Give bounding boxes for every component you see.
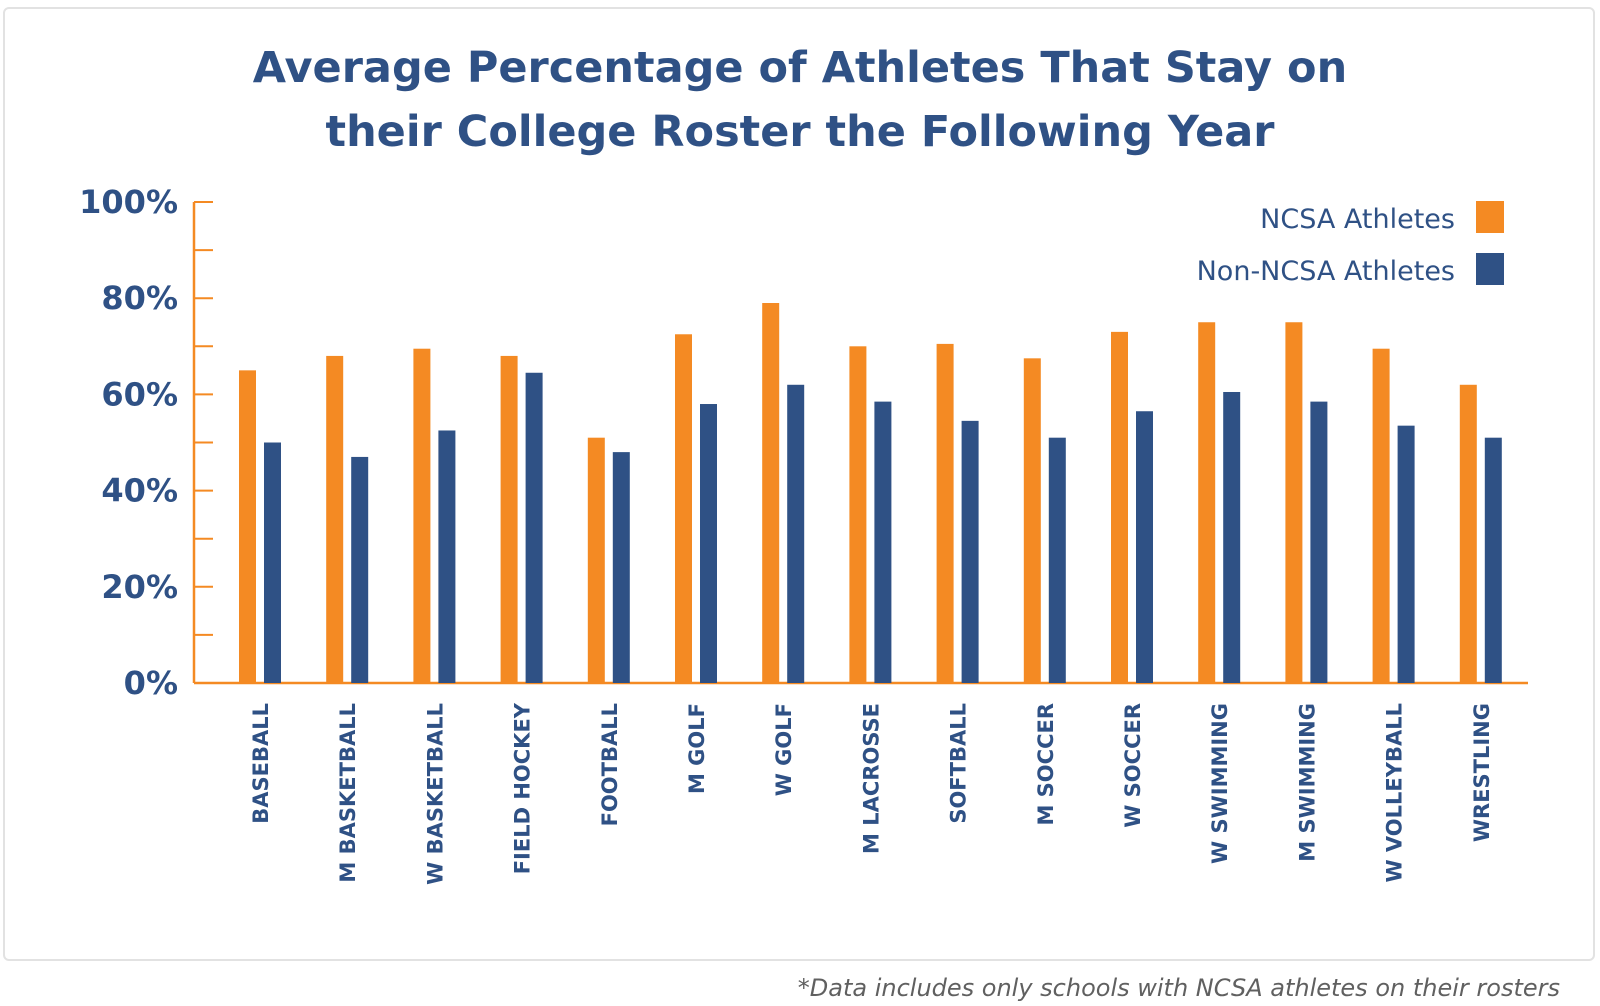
bar-ncsa bbox=[675, 334, 692, 683]
x-tick-label: W SOCCER bbox=[1121, 703, 1145, 828]
bar-non-ncsa bbox=[961, 420, 979, 683]
y-tick-label: 100% bbox=[79, 183, 178, 221]
bar-non-ncsa bbox=[612, 452, 630, 683]
bar-chart: 0% 20% 40% 60% 80% 100% BASEBALL M BASKETBALL W … bbox=[79, 183, 1528, 885]
bar-non-ncsa bbox=[351, 456, 369, 683]
x-tick-label: W BASKETBALL bbox=[423, 703, 447, 885]
x-tick-label: M SWIMMING bbox=[1295, 703, 1319, 862]
bar-non-ncsa bbox=[700, 404, 717, 683]
bar-ncsa bbox=[1285, 322, 1303, 683]
bar-ncsa bbox=[1023, 358, 1041, 683]
x-tick-label: BASEBALL bbox=[249, 703, 273, 824]
bar-non-ncsa bbox=[1223, 391, 1241, 683]
y-tick-label: 20% bbox=[101, 568, 178, 606]
x-tick-label: W VOLLEYBALL bbox=[1383, 703, 1407, 883]
bar-ncsa bbox=[500, 355, 518, 683]
bar-non-ncsa bbox=[1048, 437, 1066, 683]
bar-non-ncsa bbox=[1397, 425, 1415, 683]
y-tick-label: 60% bbox=[101, 375, 178, 413]
legend-swatch-ncsa bbox=[1476, 201, 1504, 233]
x-tick-label: M BASKETBALL bbox=[336, 703, 360, 883]
bar-ncsa bbox=[849, 346, 867, 683]
bar-ncsa bbox=[326, 355, 344, 683]
chart-title-line-2: their College Roster the Following Year bbox=[325, 107, 1275, 157]
chart-title: Average Percentage of Athletes That Stay… bbox=[0, 36, 1600, 164]
bar-non-ncsa bbox=[438, 430, 456, 683]
bar-ncsa bbox=[587, 437, 605, 683]
x-tick-label: SOFTBALL bbox=[947, 703, 971, 824]
bar-non-ncsa bbox=[264, 442, 281, 683]
legend-label-non-ncsa: Non-NCSA Athletes bbox=[1197, 256, 1455, 287]
bar-ncsa bbox=[239, 370, 256, 683]
x-tick-label: FIELD HOCKEY bbox=[511, 702, 535, 874]
bar-ncsa bbox=[1372, 348, 1390, 683]
bar-ncsa bbox=[413, 348, 431, 683]
bar-non-ncsa bbox=[1310, 401, 1328, 683]
chart-title-line-1: Average Percentage of Athletes That Stay… bbox=[252, 43, 1348, 93]
bar-non-ncsa bbox=[874, 401, 892, 683]
x-tick-label: W SWIMMING bbox=[1208, 703, 1232, 864]
legend-label-ncsa: NCSA Athletes bbox=[1260, 204, 1455, 235]
bar-non-ncsa bbox=[787, 384, 805, 683]
bar-ncsa bbox=[762, 303, 780, 683]
x-tick-label: M SOCCER bbox=[1034, 703, 1058, 826]
legend-swatch-non-ncsa bbox=[1476, 253, 1504, 285]
x-tick-label: W GOLF bbox=[772, 703, 796, 796]
y-tick-label: 80% bbox=[101, 279, 178, 317]
bar-ncsa bbox=[1198, 322, 1216, 683]
bar-non-ncsa bbox=[525, 372, 543, 683]
bar-non-ncsa bbox=[1136, 411, 1153, 683]
bar-ncsa bbox=[1111, 331, 1128, 683]
bar-ncsa bbox=[936, 343, 954, 683]
x-tick-label: M GOLF bbox=[685, 703, 709, 794]
bar-ncsa bbox=[1459, 384, 1477, 683]
x-tick-label: FOOTBALL bbox=[598, 703, 622, 826]
bar-non-ncsa bbox=[1484, 437, 1502, 683]
y-tick-label: 0% bbox=[124, 664, 178, 702]
footnote: *Data includes only schools with NCSA at… bbox=[797, 974, 1560, 1002]
y-tick-label: 40% bbox=[101, 472, 178, 510]
x-tick-label: WRESTLING bbox=[1470, 703, 1494, 842]
x-tick-label: M LACROSSE bbox=[859, 703, 883, 854]
